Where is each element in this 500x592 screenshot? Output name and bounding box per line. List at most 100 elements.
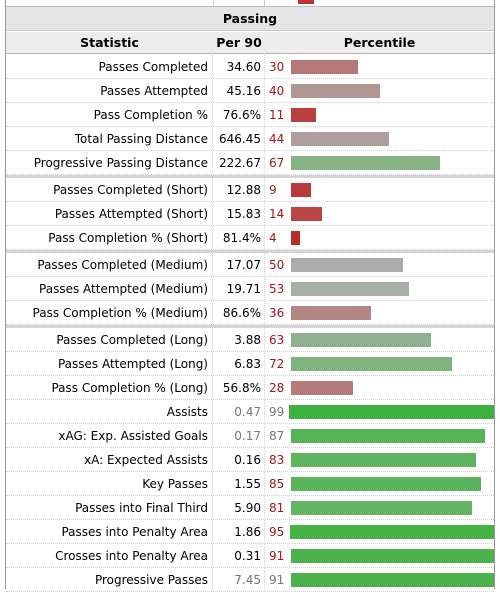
per90-value: 6.83: [213, 352, 265, 375]
stat-name[interactable]: Passes Attempted (Short): [6, 202, 213, 225]
table-row: Pass Completion % (Short) 81.4% 4: [6, 226, 494, 250]
percentile-cell: 30: [265, 55, 494, 78]
table-row: Passes Attempted 45.16 40: [6, 79, 494, 103]
percentile-value: 81: [269, 500, 285, 515]
table-row: Passes Attempted (Long) 6.83 72: [6, 352, 494, 376]
table-row: Passes into Final Third 5.90 81: [6, 496, 494, 520]
percentile-value: 67: [269, 155, 285, 170]
percentile-bar: [291, 155, 440, 170]
percentile-cell: 85: [265, 472, 494, 495]
table-row: Passes Completed (Short) 12.88 9: [6, 175, 494, 202]
stat-name[interactable]: Passes Completed (Long): [6, 328, 213, 351]
table-row: Pass Completion % (Long) 56.8% 28: [6, 376, 494, 400]
percentile-cell: 50: [265, 253, 494, 276]
per90-value: 45.16: [213, 79, 265, 102]
percentile-cell: 40: [265, 79, 494, 102]
percentile-value: 28: [269, 380, 285, 395]
stat-name[interactable]: Passes Attempted (Medium): [6, 277, 213, 300]
percentile-bar: [291, 572, 494, 587]
per90-value: 17.07: [213, 253, 265, 276]
percentile-value: 36: [269, 305, 285, 320]
percentile-cell: 44: [265, 127, 494, 150]
percentile-bar: [291, 500, 472, 515]
stat-name[interactable]: Passes into Final Third: [6, 496, 213, 519]
percentile-value: 44: [269, 131, 285, 146]
percentile-value: 83: [269, 452, 285, 467]
previous-row-cut: [6, 0, 494, 7]
percentile-cell: 53: [265, 277, 494, 300]
percentile-cell: 11: [265, 103, 494, 126]
table-row: Crosses into Penalty Area 0.31 91: [6, 544, 494, 568]
stat-name[interactable]: Total Passing Distance: [6, 127, 213, 150]
stat-name[interactable]: xA: Expected Assists: [6, 448, 213, 471]
stat-name[interactable]: Progressive Passes: [6, 568, 213, 591]
table-row: Passes Completed (Medium) 17.07 50: [6, 250, 494, 277]
per90-value: 0.47: [213, 400, 265, 423]
stat-name[interactable]: Pass Completion % (Long): [6, 376, 213, 399]
table-header: Statistic Per 90 Percentile: [6, 32, 494, 54]
per90-value: 0.31: [213, 544, 265, 567]
table-frame: [5, 0, 495, 589]
percentile-bar: [291, 182, 311, 197]
column-header-per90[interactable]: Per 90: [216, 35, 262, 50]
percentile-cell: 91: [265, 568, 494, 591]
percentile-cell: 83: [265, 448, 494, 471]
stat-name[interactable]: Pass Completion % (Short): [6, 226, 213, 249]
stat-name[interactable]: Passes Completed: [6, 55, 213, 78]
table-row: Passes Attempted (Medium) 19.71 53: [6, 277, 494, 301]
stat-name[interactable]: Passes Attempted (Long): [6, 352, 213, 375]
stat-name[interactable]: Passes Attempted: [6, 79, 213, 102]
stat-name[interactable]: Passes into Penalty Area: [6, 520, 213, 543]
per90-value: 12.88: [213, 178, 265, 201]
table-row: Assists 0.47 99: [6, 400, 494, 424]
percentile-bar: [291, 83, 380, 98]
table-row: Passes Completed 34.60 30: [6, 55, 494, 79]
stat-name[interactable]: xAG: Exp. Assisted Goals: [6, 424, 213, 447]
table-row: Passes Completed (Long) 3.88 63: [6, 325, 494, 352]
per90-value: 15.83: [213, 202, 265, 225]
percentile-cell: 91: [265, 544, 494, 567]
stat-name[interactable]: Assists: [6, 400, 213, 423]
percentile-bar: [291, 59, 358, 74]
stat-name[interactable]: Key Passes: [6, 472, 213, 495]
stat-name[interactable]: Passes Completed (Short): [6, 178, 213, 201]
percentile-cell: 87: [265, 424, 494, 447]
table-row: xA: Expected Assists 0.16 83: [6, 448, 494, 472]
column-header-percentile[interactable]: Percentile: [343, 35, 416, 50]
percentile-value: 50: [269, 257, 285, 272]
per90-value: 19.71: [213, 277, 265, 300]
stat-name[interactable]: Passes Completed (Medium): [6, 253, 213, 276]
per90-value: 81.4%: [213, 226, 265, 249]
percentile-bar: [291, 281, 409, 296]
percentile-value: 9: [269, 182, 277, 197]
table-row: Pass Completion % (Medium) 86.6% 36: [6, 301, 494, 325]
percentile-bar: [291, 332, 431, 347]
stat-name[interactable]: Pass Completion % (Medium): [6, 301, 213, 324]
per90-value: 7.45: [213, 568, 265, 591]
percentile-cell: 67: [265, 151, 494, 174]
stat-name[interactable]: Crosses into Penalty Area: [6, 544, 213, 567]
percentile-bar: [291, 380, 353, 395]
percentile-value: 85: [269, 476, 285, 491]
percentile-cell: 4: [265, 226, 494, 249]
table-row: Passes into Penalty Area 1.86 95: [6, 520, 494, 544]
percentile-value: 11: [269, 107, 285, 122]
table-row: xAG: Exp. Assisted Goals 0.17 87: [6, 424, 494, 448]
percentile-value: 4: [269, 230, 277, 245]
percentile-cell: 81: [265, 496, 494, 519]
per90-value: 34.60: [213, 55, 265, 78]
per90-value: 1.86: [213, 520, 265, 543]
percentile-bar: [291, 356, 452, 371]
per90-value: 0.16: [213, 448, 265, 471]
stat-name[interactable]: Pass Completion %: [6, 103, 213, 126]
percentile-value: 95: [269, 524, 285, 539]
percentile-bar: [289, 404, 494, 419]
per90-value: 1.55: [213, 472, 265, 495]
column-header-statistic[interactable]: Statistic: [80, 35, 139, 50]
percentile-value: 63: [269, 332, 285, 347]
percentile-cell: 36: [265, 301, 494, 324]
percentile-bar: [291, 305, 371, 320]
percentile-cell: 9: [265, 178, 494, 201]
stat-name[interactable]: Progressive Passing Distance: [6, 151, 213, 174]
percentile-value: 72: [269, 356, 285, 371]
